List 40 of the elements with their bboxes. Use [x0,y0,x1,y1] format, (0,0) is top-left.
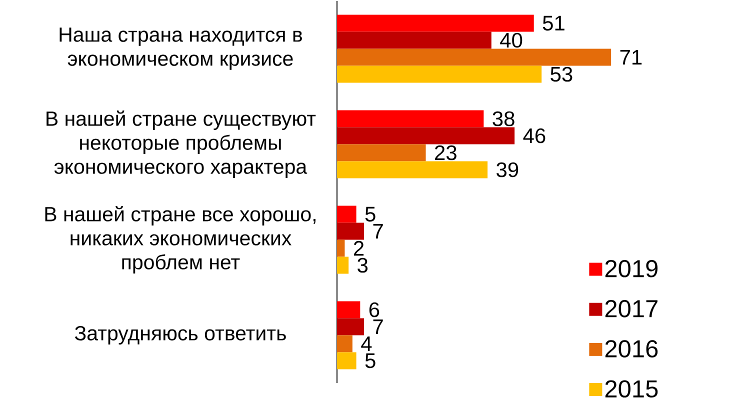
bar [337,48,612,66]
data-label: 39 [496,162,518,178]
bar [337,222,364,240]
bar [337,32,492,49]
bar [337,66,542,83]
data-label: 3 [358,258,368,273]
legend-label: 2019 [605,260,658,278]
data-label: 23 [435,145,456,160]
data-label: 38 [492,111,514,126]
y-tick-label: Наша страна находится в экономическом кризисе [60,28,302,70]
data-label: 5 [365,206,376,222]
bar [337,240,345,257]
bar [337,335,352,352]
y-tick-label: В нашей стране все хорошо, никаких экономических проблем нет [45,206,316,274]
data-label: 7 [373,320,383,334]
bar [337,318,364,336]
data-label: 53 [550,66,572,82]
bar [337,206,356,223]
data-label: 7 [373,224,383,238]
data-label: 4 [361,336,372,351]
data-label: 40 [500,32,522,48]
bar [337,144,426,162]
bar [337,352,356,370]
data-label: 2 [354,240,364,256]
bar [337,110,484,128]
bar [337,127,515,144]
legend-label: 2017 [605,300,658,318]
data-label: 5 [365,353,376,368]
data-label: 46 [523,128,546,144]
data-label: 6 [369,302,380,318]
y-tick-label: В нашей стране существуют некоторые проблемы экономического характера [46,110,316,178]
data-label: 51 [542,16,564,31]
data-label: 71 [620,50,642,64]
legend-label: 2016 [605,340,658,358]
legend-label: 2015 [605,380,658,398]
bar [337,301,360,318]
y-tick-label: Затрудняюсь ответить [74,326,286,345]
bar [337,161,488,178]
bar [337,256,349,274]
bar [337,14,534,32]
